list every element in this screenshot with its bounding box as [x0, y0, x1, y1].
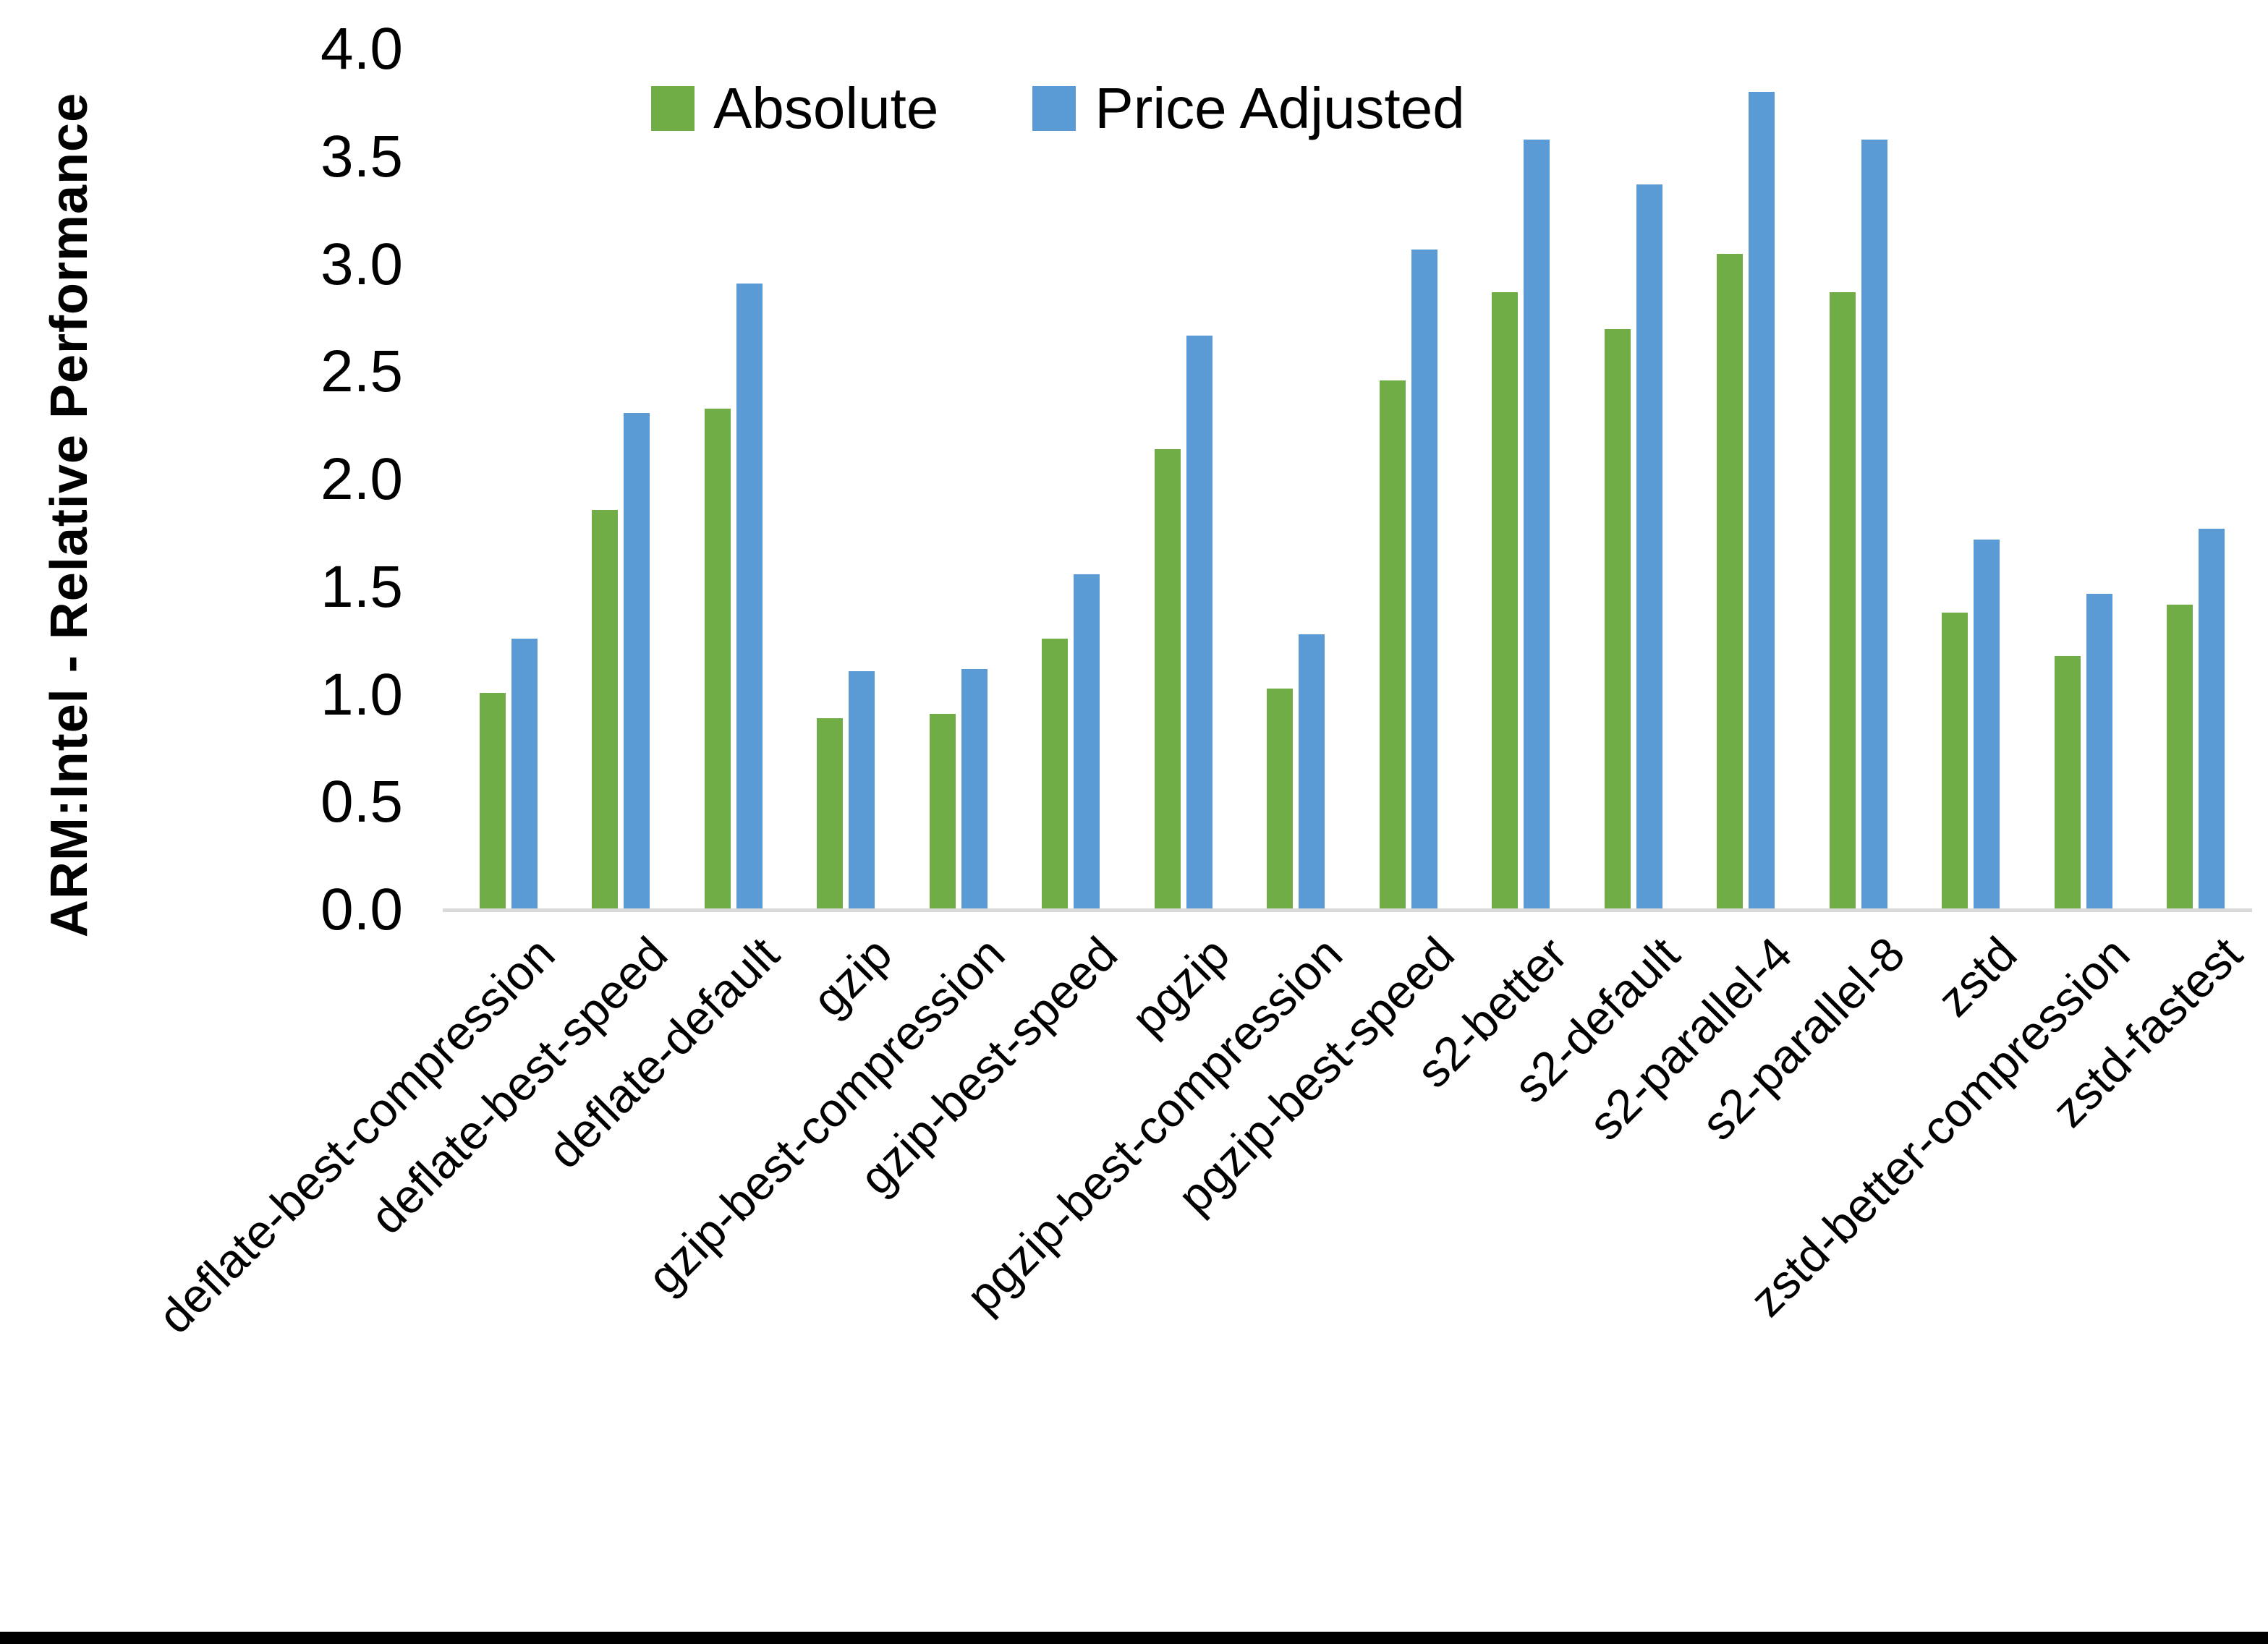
bar-absolute — [2167, 605, 2193, 910]
screenshot-bottom-border — [0, 1632, 2268, 1644]
y-tick-label: 3.0 — [320, 231, 403, 297]
bar-absolute — [1492, 292, 1518, 910]
x-axis-baseline — [443, 908, 2252, 912]
bar-absolute — [817, 718, 843, 910]
y-tick-label: 3.5 — [320, 123, 403, 189]
legend-swatch-price-adjusted-icon — [1032, 86, 1076, 131]
bar-price-adjusted — [511, 639, 538, 910]
bar-price-adjusted — [1411, 250, 1437, 910]
legend-label-absolute: Absolute — [713, 76, 939, 140]
legend-swatch-absolute-icon — [651, 86, 695, 131]
bar-price-adjusted — [2086, 594, 2112, 910]
bar-absolute — [480, 693, 506, 910]
legend-item-price-adjusted: Price Adjusted — [1032, 75, 1465, 142]
bar-absolute — [1155, 449, 1181, 910]
y-tick-label: 2.0 — [320, 446, 403, 512]
bar-absolute — [1380, 380, 1406, 910]
bar-price-adjusted — [736, 284, 763, 910]
y-tick-label: 0.5 — [320, 769, 403, 835]
y-tick-label: 2.5 — [320, 338, 403, 405]
bar-price-adjusted — [1299, 634, 1325, 910]
bar-absolute — [930, 714, 956, 910]
y-tick-label: 1.5 — [320, 553, 403, 620]
y-tick-label: 4.0 — [320, 16, 403, 82]
x-category-label: zstd — [1927, 927, 2027, 1027]
bar-price-adjusted — [2199, 529, 2225, 910]
legend-label-price-adjusted: Price Adjusted — [1095, 76, 1465, 140]
bar-absolute — [1717, 254, 1743, 910]
bar-absolute — [1605, 329, 1631, 910]
bar-price-adjusted — [1749, 92, 1775, 910]
bar-price-adjusted — [849, 671, 875, 910]
bar-price-adjusted — [1186, 336, 1212, 910]
bar-price-adjusted — [1861, 140, 1887, 910]
bar-absolute — [1942, 613, 1968, 910]
bar-price-adjusted — [1524, 140, 1550, 910]
legend: Absolute Price Adjusted — [651, 75, 1465, 142]
bar-absolute — [592, 510, 618, 910]
legend-item-absolute: Absolute — [651, 75, 938, 142]
y-axis-title: ARM:Intel - Relative Performance — [41, 92, 98, 938]
bar-absolute — [705, 409, 731, 910]
y-tick-label: 1.0 — [320, 661, 403, 728]
bar-absolute — [1042, 639, 1068, 910]
bar-price-adjusted — [1974, 540, 2000, 910]
bar-absolute — [2055, 656, 2081, 910]
bar-price-adjusted — [961, 669, 988, 910]
bar-absolute — [1830, 292, 1856, 910]
x-category-label: gzip — [802, 927, 902, 1027]
bar-price-adjusted — [1636, 184, 1662, 910]
bar-price-adjusted — [1074, 574, 1100, 910]
bar-price-adjusted — [624, 413, 650, 910]
bar-absolute — [1267, 689, 1293, 910]
y-tick-label: 0.0 — [320, 877, 403, 942]
